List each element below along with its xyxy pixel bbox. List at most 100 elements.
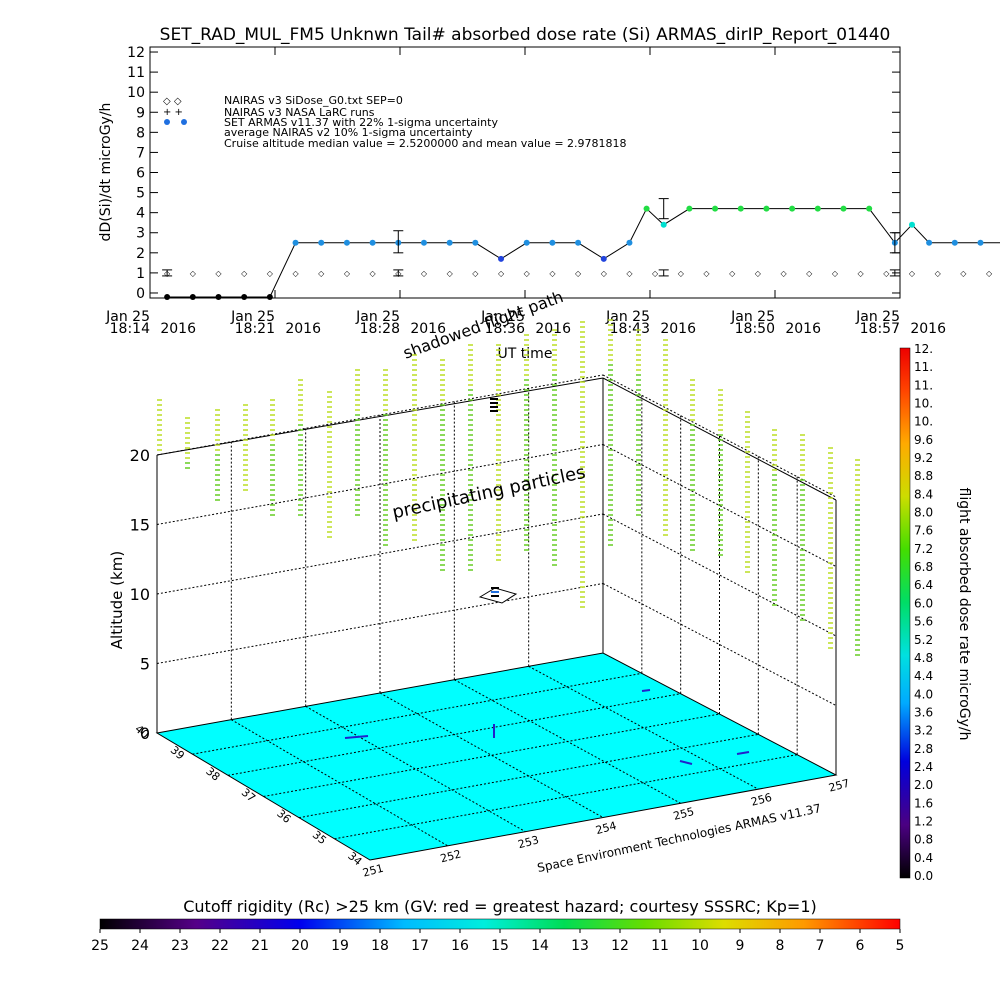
- precipitating-particles-columns: [157, 319, 860, 656]
- y-tick-label: 2: [136, 246, 145, 262]
- colorbar-tick-label: 8.4: [914, 487, 933, 501]
- armas-point: [292, 239, 299, 246]
- ground-gridline: [528, 665, 759, 790]
- ground-gridline: [263, 713, 720, 797]
- rigidity-tick-label: 22: [211, 938, 229, 954]
- rigidity-tick-label: 20: [291, 938, 309, 954]
- legend-marker-dot: [164, 119, 170, 125]
- colorbar-tick-label: 0.8: [914, 833, 933, 847]
- colorbar-tick-label: 6.8: [914, 560, 933, 574]
- legend-marker-plus: + +: [163, 107, 183, 118]
- nairas-point: ◇: [883, 269, 890, 278]
- grid-3d: [156, 374, 837, 847]
- colorbar-tick-label: 9.2: [914, 451, 933, 465]
- ground-gridline: [454, 679, 681, 804]
- cutoff-rigidity-bar: Cutoff rigidity (Rc) >25 km (GV: red = g…: [91, 897, 904, 954]
- colorbar-tick-label: 0.0: [914, 869, 933, 883]
- nairas-point: ◇: [703, 269, 710, 278]
- nairas-point: ◇: [935, 269, 942, 278]
- armas-point: [926, 239, 933, 246]
- armas-point: [343, 239, 350, 246]
- x-tick-label: 18:57: [860, 321, 900, 337]
- x-tick-label: 2016: [160, 321, 196, 337]
- cutoff-rigidity-title: Cutoff rigidity (Rc) >25 km (GV: red = g…: [183, 897, 817, 916]
- path-tick: [490, 406, 498, 408]
- colorbar-tick-label: 10.: [914, 397, 933, 411]
- nairas-point: ◇: [806, 269, 813, 278]
- armas-point: [763, 205, 770, 212]
- armas-point: [840, 205, 847, 212]
- aircraft-tick: [491, 587, 499, 589]
- altitude-tick-label: 0: [140, 724, 150, 743]
- longitude-tick-label: 253: [517, 833, 541, 851]
- y-tick-label: 10: [127, 85, 145, 101]
- armas-point: [369, 239, 376, 246]
- armas-point: [189, 293, 196, 300]
- aircraft-tick: [491, 595, 499, 597]
- rigidity-tick-label: 10: [691, 938, 709, 954]
- x-tick-label: 18:50: [735, 321, 775, 337]
- rigidity-tick-label: 9: [736, 938, 745, 954]
- y-tick-label: 1: [136, 266, 145, 282]
- rigidity-tick-label: 24: [131, 938, 149, 954]
- rigidity-tick-label: 15: [491, 938, 509, 954]
- longitude-tick-label: 251: [361, 862, 385, 880]
- y-tick-label: 6: [136, 166, 145, 182]
- armas-point: [164, 293, 171, 300]
- x-tick-label: Jan 25: [855, 309, 900, 325]
- rigidity-tick-label: 19: [331, 938, 349, 954]
- colorbar-tick-label: 11.: [914, 360, 933, 374]
- armas-point: [446, 239, 453, 246]
- nairas-point: ◇: [241, 269, 248, 278]
- colorbar-tick-label: 7.6: [914, 524, 933, 538]
- nairas-point: ◇: [370, 269, 377, 278]
- rigidity-tick-label: 13: [571, 938, 589, 954]
- x-tick-label: 2016: [410, 321, 446, 337]
- ground-track-mark: [344, 735, 369, 739]
- rigidity-tick-label: 6: [856, 938, 865, 954]
- x-tick-label: Jan 25: [105, 309, 150, 325]
- legend-entry: SET ARMAS v11.37 with 22% 1-sigma uncert…: [224, 116, 498, 129]
- y-tick-label: 5: [136, 186, 145, 202]
- armas-point: [626, 239, 633, 246]
- nairas-point: ◇: [729, 269, 736, 278]
- rigidity-tick-label: 18: [371, 938, 389, 954]
- colorbar-tick-label: 7.2: [914, 542, 933, 556]
- nairas-point: ◇: [780, 269, 787, 278]
- top-y-axis-label: dD(Si)/dt microGy/h: [98, 103, 114, 242]
- armas-point: [575, 239, 582, 246]
- longitude-tick-label: 257: [827, 777, 851, 795]
- x-tick-label: 18:43: [610, 321, 650, 337]
- rigidity-tick-label: 8: [776, 938, 785, 954]
- longitude-tick-label: 256: [750, 791, 774, 809]
- nairas-point: ◇: [601, 269, 608, 278]
- nairas-point: ◇: [678, 269, 685, 278]
- colorbar-tick-label: 2.0: [914, 778, 933, 792]
- colorbar-tick-label: 0.4: [914, 851, 933, 865]
- armas-point: [241, 293, 248, 300]
- colorbar-tick-label: 2.4: [914, 760, 933, 774]
- altitude-axis-label: Altitude (km): [108, 551, 126, 649]
- altitude-tick-label: 15: [130, 516, 150, 535]
- armas-point: [951, 239, 958, 246]
- ground-gridline: [379, 692, 604, 818]
- longitude-tick-label: 254: [594, 819, 618, 837]
- nairas-point: ◇: [190, 269, 197, 278]
- dose-colorbar-strip: [899, 347, 911, 879]
- colorbar-tick-label: 4.0: [914, 687, 933, 701]
- nairas-point: ◇: [344, 269, 351, 278]
- aircraft-tick: [491, 591, 499, 593]
- y-tick-label: 12: [127, 45, 145, 61]
- armas-point: [908, 221, 915, 228]
- nairas-point: ◇: [292, 269, 299, 278]
- armas-point: [318, 239, 325, 246]
- colorbar-tick-label: 6.4: [914, 578, 933, 592]
- y-tick-label: 11: [127, 65, 145, 81]
- x-tick-label: 2016: [785, 321, 821, 337]
- x-tick-label: 2016: [910, 321, 946, 337]
- x-tick-label: 18:14: [110, 321, 150, 337]
- legend: ◇ ◇ + + NAIRAS v3 SiDose_G0.txt SEP=0 NA…: [163, 94, 627, 150]
- dose-colorbar: 0.0 0.4 0.8 1.2 1.6 2.0 2.4 2.8 3.2 3.6 4.0 4.4 4.8 5…: [899, 342, 972, 883]
- legend-marker-diamond: ◇ ◇: [163, 96, 182, 107]
- armas-point: [712, 205, 719, 212]
